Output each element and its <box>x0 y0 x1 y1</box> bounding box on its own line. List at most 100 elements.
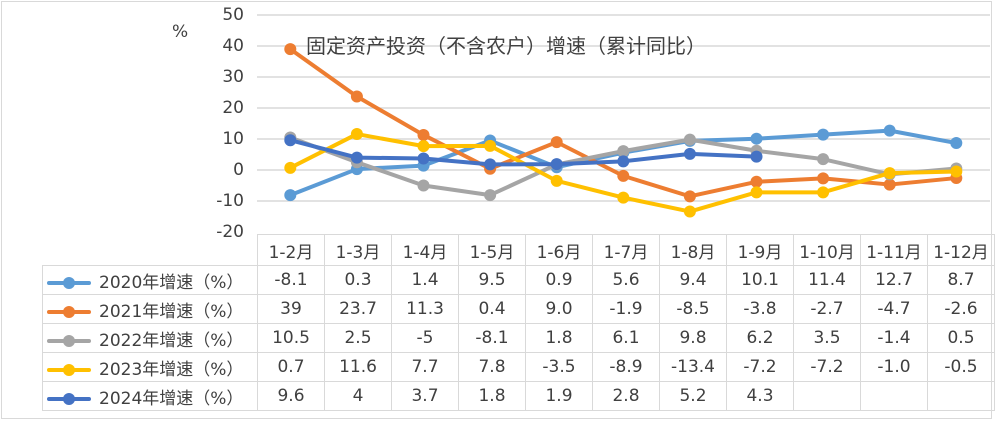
table-corner <box>43 235 258 266</box>
data-point-marker <box>883 178 896 191</box>
table-cell: 3.5 <box>793 323 861 353</box>
table-cell <box>860 381 928 411</box>
table-row: 2023年增速（%） 0.7 11.6 7.7 7.8 -3.5 -8.9 -13.4 -7.2… <box>42 352 995 382</box>
table-cell: 9.0 <box>525 294 593 324</box>
data-point-marker <box>617 155 630 168</box>
data-point-marker <box>617 191 630 204</box>
table-cell: 0.4 <box>458 294 526 324</box>
category-header: 1-11月 <box>860 234 928 266</box>
table-cell: 10.1 <box>726 265 794 295</box>
legend-entry: 2022年增速（%） <box>42 323 258 353</box>
table-row: 2022年增速（%） 10.5 2.5 -5 -8.1 1.8 6.1 9.8 6.2 3.5 -1… <box>42 323 995 353</box>
table-row: 2024年增速（%） 9.6 4 3.7 1.8 1.9 2.8 5.2 4.3 <box>42 381 995 411</box>
table-cell: -1.9 <box>592 294 660 324</box>
category-header: 1-3月 <box>324 234 392 266</box>
table-cell <box>793 381 861 411</box>
table-cell: -8.5 <box>659 294 727 324</box>
table-cell: -3.8 <box>726 294 794 324</box>
table-cell: -3.5 <box>525 352 593 382</box>
category-header: 1-2月 <box>257 234 325 266</box>
data-point-marker <box>350 151 363 164</box>
table-cell: 7.7 <box>391 352 459 382</box>
table-cell: -5 <box>391 323 459 353</box>
table-cell: -7.2 <box>793 352 861 382</box>
table-cell: 10.5 <box>257 323 325 353</box>
legend-entry: 2020年增速（%） <box>42 265 258 295</box>
data-point-marker <box>484 189 497 202</box>
data-point-marker <box>284 134 297 147</box>
table-cell: 11.6 <box>324 352 392 382</box>
table-cell: -8.9 <box>592 352 660 382</box>
y-tick-label: -10 <box>216 191 244 211</box>
legend-label: 2020年增速（%） <box>99 272 244 293</box>
legend-entry: 2023年增速（%） <box>42 352 258 382</box>
data-point-marker <box>883 167 896 180</box>
category-header: 1-6月 <box>525 234 593 266</box>
data-point-marker <box>817 153 830 166</box>
table-cell: 2.8 <box>592 381 660 411</box>
data-table: 1-2月 1-3月 1-4月 1-5月 1-6月 1-7月 1-8月 1-9月 1-10月 1-1… <box>42 234 995 411</box>
data-point-marker <box>550 136 563 149</box>
table-cell: -2.6 <box>927 294 995 324</box>
data-point-marker <box>484 158 497 171</box>
table-cell: 5.6 <box>592 265 660 295</box>
data-point-marker <box>617 145 630 158</box>
table-cell: -8.1 <box>257 265 325 295</box>
legend-line-marker-icon <box>47 276 91 289</box>
table-cell: 4 <box>324 381 392 411</box>
chart-frame <box>1 1 992 419</box>
table-cell: -2.7 <box>793 294 861 324</box>
data-point-marker <box>817 128 830 141</box>
table-cell: 3.7 <box>391 381 459 411</box>
legend-line-marker-icon <box>47 305 91 318</box>
data-point-marker <box>550 174 563 187</box>
legend-line-marker-icon <box>47 334 91 347</box>
category-header: 1-10月 <box>793 234 861 266</box>
table-cell: -13.4 <box>659 352 727 382</box>
y-tick-label: -20 <box>216 222 244 242</box>
y-axis-unit: % <box>172 22 189 42</box>
data-point-marker <box>950 165 963 178</box>
data-point-marker <box>350 128 363 141</box>
legend-line-marker-icon <box>47 392 91 405</box>
data-point-marker <box>617 169 630 182</box>
legend-label: 2023年增速（%） <box>99 359 244 380</box>
table-cell: 5.2 <box>659 381 727 411</box>
data-point-marker <box>750 150 763 163</box>
category-header: 1-8月 <box>659 234 727 266</box>
data-point-marker <box>817 186 830 199</box>
data-point-marker <box>950 137 963 150</box>
legend-line-marker-icon <box>47 363 91 376</box>
legend-label: 2021年增速（%） <box>99 301 244 322</box>
table-cell: 0.7 <box>257 352 325 382</box>
category-header: 1-9月 <box>726 234 794 266</box>
data-point-marker <box>750 175 763 188</box>
table-header-row: 1-2月 1-3月 1-4月 1-5月 1-6月 1-7月 1-8月 1-9月 1-10月 1-1… <box>43 234 995 266</box>
table-cell: -4.7 <box>860 294 928 324</box>
table-cell: 1.9 <box>525 381 593 411</box>
data-point-marker <box>750 186 763 199</box>
y-tick-label: 50 <box>222 5 244 25</box>
table-cell: 7.8 <box>458 352 526 382</box>
table-cell: -0.5 <box>927 352 995 382</box>
table-cell <box>927 381 995 411</box>
data-point-marker <box>350 90 363 103</box>
table-cell: 0.9 <box>525 265 593 295</box>
table-cell: 4.3 <box>726 381 794 411</box>
table-cell: 9.4 <box>659 265 727 295</box>
legend-entry: 2024年增速（%） <box>42 381 258 411</box>
category-header: 1-5月 <box>458 234 526 266</box>
category-header: 1-7月 <box>592 234 660 266</box>
table-cell: 1.8 <box>525 323 593 353</box>
y-tick-label: 10 <box>222 129 244 149</box>
data-point-marker <box>683 147 696 160</box>
category-header: 1-12月 <box>927 234 995 266</box>
data-point-marker <box>284 189 297 202</box>
table-cell: 0.5 <box>927 323 995 353</box>
data-point-marker <box>683 205 696 218</box>
legend-label: 2022年增速（%） <box>99 330 244 351</box>
data-point-marker <box>284 43 297 56</box>
data-point-marker <box>683 190 696 203</box>
table-row: 2020年增速（%） -8.1 0.3 1.4 9.5 0.9 5.6 9.4 10.1 11.4… <box>42 265 995 295</box>
